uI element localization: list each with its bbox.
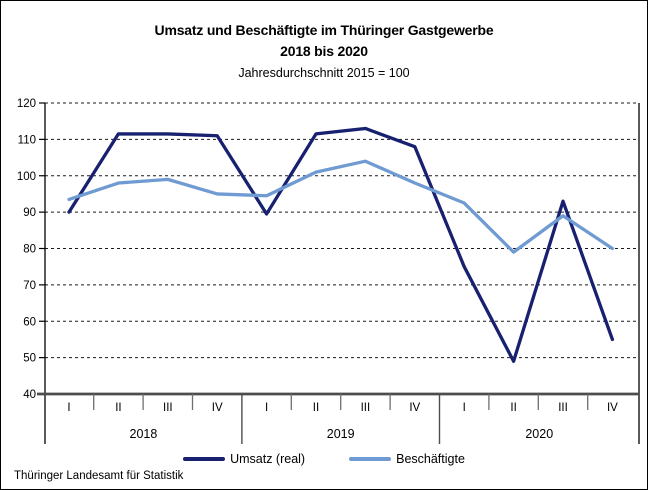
y-tick-label: 110 — [18, 134, 36, 146]
x-quarter-label: IV — [607, 402, 618, 414]
x-quarter-label: I — [463, 402, 466, 414]
legend: Umsatz (real) Beschäftigte — [1, 452, 647, 466]
x-year-label: 2020 — [525, 427, 553, 441]
y-tick-label: 120 — [17, 98, 36, 110]
y-tick-label: 90 — [23, 207, 36, 219]
legend-item-umsatz: Umsatz (real) — [183, 452, 305, 466]
y-tick-label: 50 — [23, 353, 36, 365]
x-quarter-label: I — [67, 402, 70, 414]
legend-label-umsatz: Umsatz (real) — [230, 452, 306, 466]
x-year-label: 2019 — [327, 427, 355, 441]
x-quarter-label: II — [313, 402, 319, 414]
x-quarter-label: III — [558, 402, 568, 414]
y-tick-label: 70 — [23, 280, 36, 292]
y-tick-label: 80 — [23, 244, 36, 256]
x-quarter-label: I — [265, 402, 268, 414]
x-quarter-label: II — [510, 402, 516, 414]
series-line-umsatz — [67, 126, 615, 363]
x-quarter-label: IV — [409, 402, 420, 414]
series-line-beschaeftigte — [67, 159, 615, 254]
x-quarter-label: II — [115, 402, 121, 414]
y-tick-label: 60 — [23, 316, 36, 328]
legend-swatch-beschaeftigte — [349, 457, 392, 461]
source-note: Thüringer Landesamt für Statistik — [14, 470, 184, 482]
x-quarter-label: III — [361, 402, 371, 414]
chart-subtitle: Jahresdurchschnitt 2015 = 100 — [238, 66, 410, 80]
chart-title-line2: 2018 bis 2020 — [280, 43, 368, 59]
legend-item-beschaeftigte: Beschäftigte — [349, 452, 465, 466]
y-tick-label: 40 — [23, 389, 36, 401]
y-tick-label: 100 — [17, 171, 36, 183]
chart-header: Umsatz und Beschäftigte im Thüringer Gas… — [1, 20, 647, 83]
legend-swatch-umsatz — [183, 457, 226, 461]
x-quarter-label: IV — [212, 402, 223, 414]
x-quarter-label: III — [163, 402, 173, 414]
x-year-label: 2018 — [130, 427, 158, 441]
legend-label-beschaeftigte: Beschäftigte — [396, 452, 465, 466]
chart-title-line1: Umsatz und Beschäftigte im Thüringer Gas… — [154, 22, 494, 38]
